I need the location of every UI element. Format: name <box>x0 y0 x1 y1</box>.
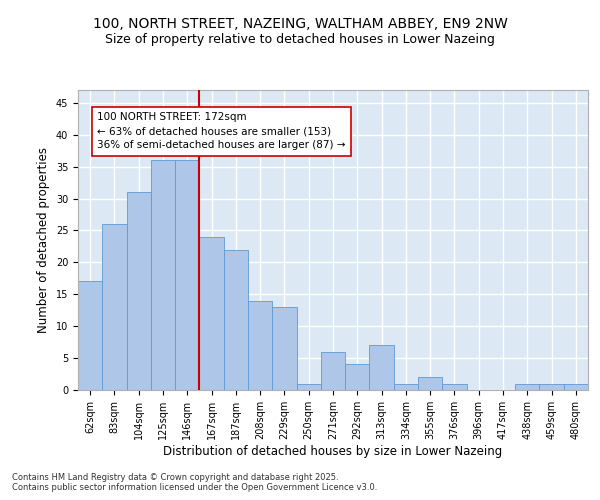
Bar <box>345 364 370 390</box>
Bar <box>296 384 321 390</box>
Bar <box>321 352 345 390</box>
Text: 100, NORTH STREET, NAZEING, WALTHAM ABBEY, EN9 2NW: 100, NORTH STREET, NAZEING, WALTHAM ABBE… <box>92 18 508 32</box>
Bar <box>127 192 151 390</box>
Bar <box>515 384 539 390</box>
Bar <box>102 224 127 390</box>
X-axis label: Distribution of detached houses by size in Lower Nazeing: Distribution of detached houses by size … <box>163 444 503 458</box>
Text: 100 NORTH STREET: 172sqm
← 63% of detached houses are smaller (153)
36% of semi-: 100 NORTH STREET: 172sqm ← 63% of detach… <box>97 112 346 150</box>
Text: Size of property relative to detached houses in Lower Nazeing: Size of property relative to detached ho… <box>105 32 495 46</box>
Bar <box>151 160 175 390</box>
Bar <box>442 384 467 390</box>
Bar <box>370 346 394 390</box>
Bar <box>272 307 296 390</box>
Y-axis label: Number of detached properties: Number of detached properties <box>37 147 50 333</box>
Bar <box>539 384 564 390</box>
Bar <box>248 300 272 390</box>
Text: Contains HM Land Registry data © Crown copyright and database right 2025.
Contai: Contains HM Land Registry data © Crown c… <box>12 472 377 492</box>
Bar <box>418 377 442 390</box>
Bar <box>394 384 418 390</box>
Bar <box>199 237 224 390</box>
Bar <box>224 250 248 390</box>
Bar <box>78 282 102 390</box>
Bar <box>175 160 199 390</box>
Bar <box>564 384 588 390</box>
